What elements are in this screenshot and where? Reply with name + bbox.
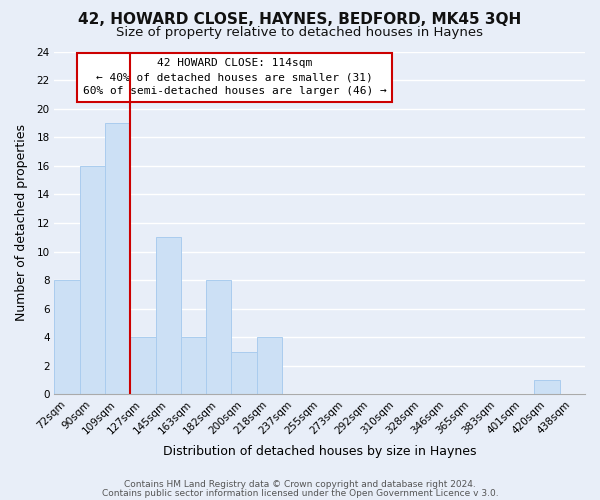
Bar [130, 338, 155, 394]
Bar [535, 380, 560, 394]
Bar [105, 123, 130, 394]
Text: 42, HOWARD CLOSE, HAYNES, BEDFORD, MK45 3QH: 42, HOWARD CLOSE, HAYNES, BEDFORD, MK45 … [79, 12, 521, 28]
Text: Contains HM Land Registry data © Crown copyright and database right 2024.: Contains HM Land Registry data © Crown c… [124, 480, 476, 489]
X-axis label: Distribution of detached houses by size in Haynes: Distribution of detached houses by size … [163, 444, 476, 458]
Bar [80, 166, 105, 394]
Y-axis label: Number of detached properties: Number of detached properties [15, 124, 28, 322]
Bar [155, 238, 181, 394]
Text: Contains public sector information licensed under the Open Government Licence v : Contains public sector information licen… [101, 488, 499, 498]
Bar [231, 352, 257, 395]
Bar [206, 280, 231, 394]
Bar [55, 280, 80, 394]
Text: Size of property relative to detached houses in Haynes: Size of property relative to detached ho… [116, 26, 484, 39]
Bar [257, 338, 282, 394]
Text: 42 HOWARD CLOSE: 114sqm
← 40% of detached houses are smaller (31)
60% of semi-de: 42 HOWARD CLOSE: 114sqm ← 40% of detache… [83, 58, 387, 96]
Bar [181, 338, 206, 394]
